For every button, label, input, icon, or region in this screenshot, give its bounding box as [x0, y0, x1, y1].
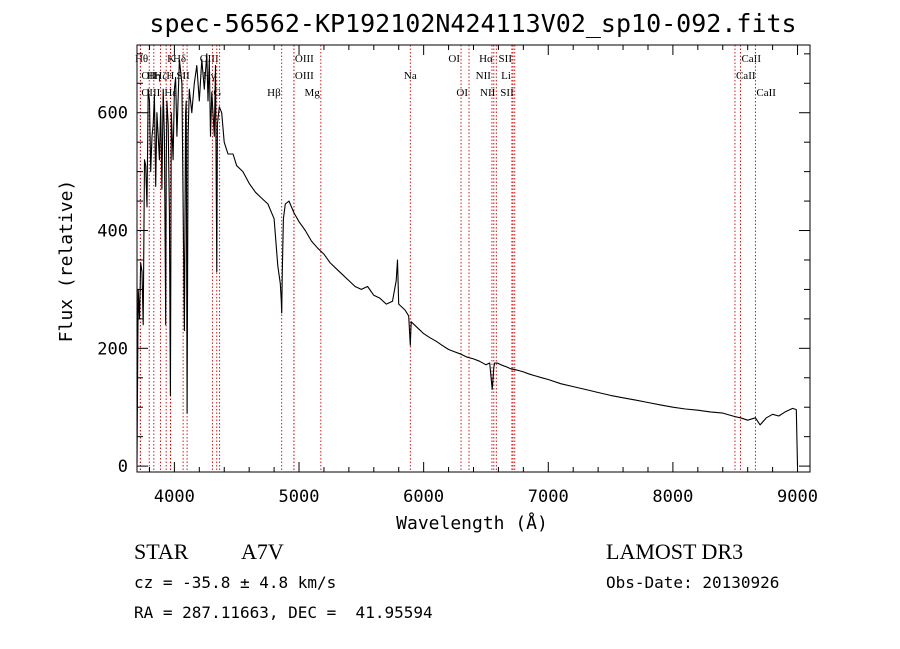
line-marker-label: NII: [480, 87, 496, 99]
x-tick-label: 9000: [777, 487, 818, 507]
line-marker-label: Hη: [147, 70, 161, 82]
obs-date: Obs-Date: 20130926: [606, 573, 780, 592]
line-marker-label: OII: [141, 70, 157, 82]
line-marker-label: OI: [456, 87, 468, 99]
line-marker-label: Hβ: [267, 87, 281, 99]
line-marker-label: SII: [500, 87, 514, 99]
y-axis-ticks: 0 200 400 600: [97, 53, 810, 477]
line-marker-label: Na: [404, 70, 417, 82]
line-marker-label: OIII: [141, 87, 160, 99]
line-marker-label: CaII: [756, 87, 776, 99]
x-tick-label: 5000: [279, 487, 320, 507]
y-tick-label: 0: [118, 457, 128, 477]
redshift-readout: cz = -35.8 ± 4.8 km/s: [134, 573, 337, 592]
line-marker-label: OI: [448, 53, 460, 65]
line-marker-label: CaII: [736, 70, 756, 82]
line-marker-label: Hζ: [154, 70, 167, 82]
x-axis-ticks: 4000 5000 6000 7000 8000 9000: [148, 45, 818, 507]
line-marker-label: G: [213, 87, 221, 99]
x-tick-label: 8000: [652, 487, 693, 507]
line-marker-label: NII: [476, 70, 492, 82]
x-tick-label: 4000: [154, 487, 195, 507]
line-marker-label: SII: [499, 53, 513, 65]
line-marker-label: H: [166, 70, 174, 82]
line-marker-label: SII: [176, 70, 190, 82]
y-tick-label: 200: [97, 339, 128, 359]
line-marker-label: OIII: [295, 53, 314, 65]
chart-title: spec-56562-KP192102N424113V02_sp10-092.f…: [149, 9, 796, 38]
object-class: STAR: [134, 539, 189, 564]
line-marker-label: CaII: [741, 53, 761, 65]
y-axis-label: Flux (relative): [56, 180, 77, 343]
x-axis-label: Wavelength (Å): [396, 512, 548, 534]
plot-frame: [136, 44, 811, 473]
y-tick-label: 400: [97, 222, 128, 242]
x-tick-label: 6000: [403, 487, 444, 507]
line-marker-label: Hα: [479, 53, 493, 65]
line-marker-label: OIII: [295, 70, 314, 82]
line-marker-label: Hθ: [135, 53, 148, 65]
line-marker-label: Li: [501, 70, 511, 82]
survey-name: LAMOST DR3: [606, 539, 744, 564]
coordinates: RA = 287.11663, DEC = 41.95594: [134, 603, 433, 622]
line-marker-label: Mg: [305, 87, 321, 99]
x-tick-label: 7000: [528, 487, 569, 507]
line-marker-label: K: [167, 53, 175, 65]
spectrum-line: [136, 53, 799, 467]
line-marker-label: OIII: [200, 53, 219, 65]
spectral-subclass: A7V: [241, 539, 284, 564]
y-tick-label: 600: [97, 104, 128, 124]
